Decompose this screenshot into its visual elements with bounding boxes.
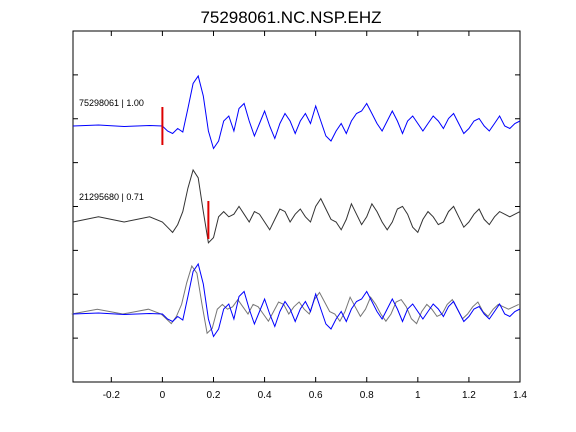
x-tick-label: 0.4 bbox=[258, 390, 272, 401]
overlay-trace-1-line bbox=[72, 262, 521, 338]
trace-1-line bbox=[72, 74, 521, 150]
x-tick-label: 0.6 bbox=[309, 390, 323, 401]
chart-title: 75298061.NC.NSP.EHZ bbox=[200, 8, 381, 27]
axis-ticks: -0.2 0 0.2 0.4 0.6 0.8 1 1.2 1.4 bbox=[73, 31, 527, 401]
trace-labels: 75298061 | 1.00 21295680 | 0.71 bbox=[79, 98, 144, 202]
trace-2-line bbox=[72, 168, 521, 244]
x-tick-label: 1.4 bbox=[513, 390, 527, 401]
pick-markers bbox=[161, 107, 210, 239]
traces bbox=[71, 74, 521, 338]
x-tick-label: 0.2 bbox=[207, 390, 221, 401]
x-tick-label: 1.2 bbox=[462, 390, 476, 401]
trace-1-label: 75298061 | 1.00 bbox=[79, 98, 144, 108]
x-tick-label: -0.2 bbox=[103, 390, 121, 401]
overlay-trace-2-line bbox=[71, 264, 519, 335]
trace-2-label: 21295680 | 0.71 bbox=[79, 192, 144, 202]
x-tick-label: 0 bbox=[160, 390, 166, 401]
x-tick-label: 0.8 bbox=[360, 390, 374, 401]
x-tick-label: 1 bbox=[415, 390, 421, 401]
